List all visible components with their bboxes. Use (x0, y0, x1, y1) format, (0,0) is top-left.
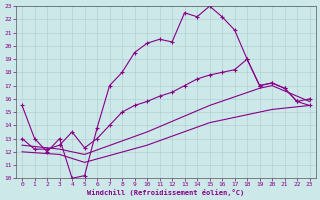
X-axis label: Windchill (Refroidissement éolien,°C): Windchill (Refroidissement éolien,°C) (87, 189, 244, 196)
